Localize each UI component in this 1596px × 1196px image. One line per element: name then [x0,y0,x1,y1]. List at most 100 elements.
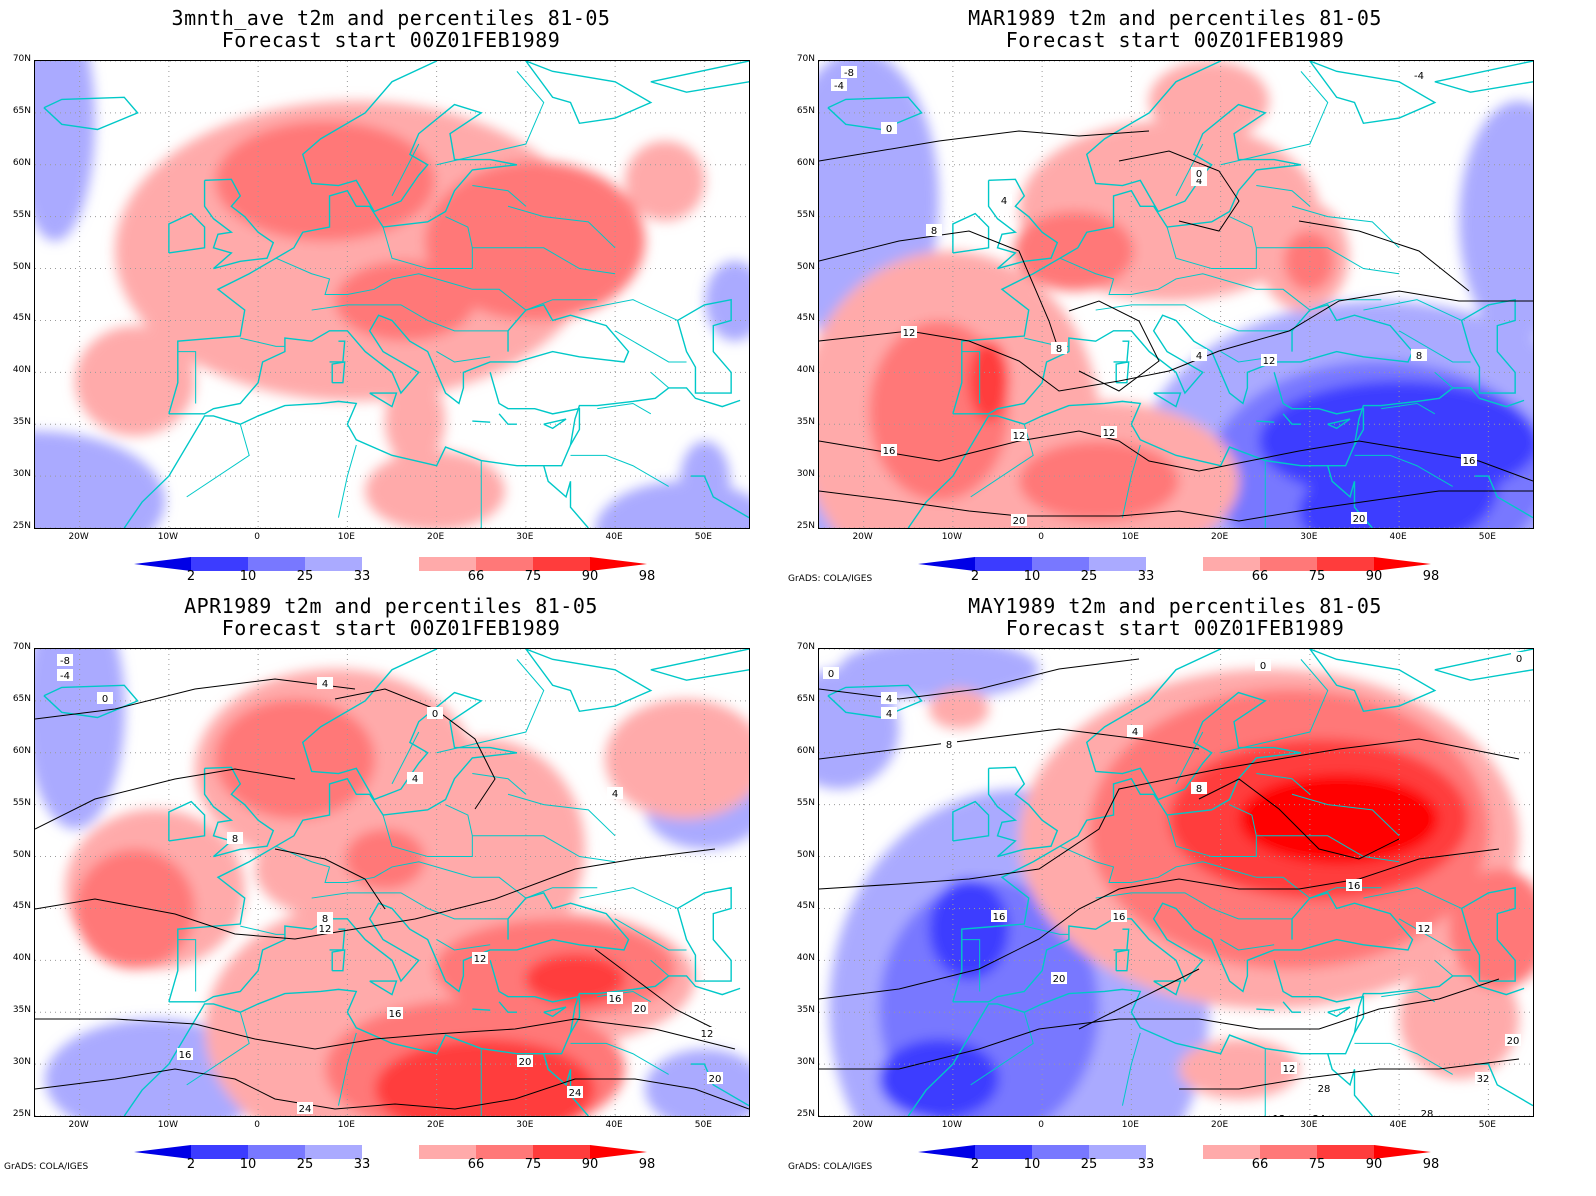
contour-label: 12 [1103,428,1116,439]
country-border [240,925,285,935]
country-border [961,351,981,404]
country-border [1175,143,1204,197]
legend-swatch [1317,1145,1374,1159]
percentile-legend [134,1145,647,1159]
legend-label: 10 [1023,569,1041,584]
percentile-area-p66_75 [385,376,445,466]
coastline [1113,340,1130,363]
country-border [1220,71,1329,166]
coastline [650,61,749,93]
legend-swatch [248,557,305,571]
legend-swatch [1203,1145,1260,1159]
contour-label: 12 [474,954,487,965]
country-border [525,299,598,311]
lat-tick-label: 45N [796,313,815,324]
contour-line [819,490,1533,522]
panel-title-line1: APR1989 t2m and percentiles 81-05 [184,594,598,618]
contour-label: -4 [834,81,844,92]
contour-label: 0 [1196,169,1202,180]
contour-label-bg [1419,1107,1435,1116]
lat-tick-label: 55N [796,209,815,220]
contour-label-bg [317,677,333,689]
contour-label: -8 [844,68,854,79]
contour-label: 0 [1260,661,1266,672]
country-border [1220,939,1275,951]
coastline [1434,649,1533,681]
lat-tick-label: 65N [12,105,31,116]
country-border [1381,990,1436,1003]
contour-label: 4 [412,774,418,785]
map-apr: -8 -4 0 4 4 0 4 8 8 12 12 16 16 20 20 24 24 20 12 16 [34,648,750,1117]
lat-tick-label: 35N [796,417,815,428]
contour-label: 8 [946,740,952,751]
country-border [1059,845,1311,899]
country-border [311,892,509,920]
coastline [1327,1053,1373,1116]
coastline [369,980,398,996]
country-border [650,959,670,977]
coastline [1353,975,1525,1034]
country-border [1121,1032,1141,1106]
contour-label-bg [1351,512,1367,524]
contour-line [819,658,1140,700]
country-border [1256,247,1400,275]
contour-label-bg [607,787,623,799]
lon-tick-label: 10E [337,1120,355,1130]
coastline [331,949,346,972]
country-border [507,205,616,249]
contour-label-bg [97,692,113,704]
legend-label: 66 [1251,569,1269,584]
coastline [1353,387,1525,446]
country-border [240,337,285,347]
coastline [369,392,398,408]
legend-swatch [1146,557,1203,571]
map-mar: -8 -4 0 4 8 12 16 20 12 12 12 8 4 0 -4 4 8 16 20 [818,60,1534,529]
lat-tick-label: 25N [12,521,31,531]
contour-label-bg [1111,910,1127,922]
coastline [1115,361,1130,384]
percentile-area-p25_33 [680,441,730,521]
legend-label: 25 [1080,1157,1098,1172]
coastline [907,960,1365,1116]
contour-label: 16 [1113,912,1126,923]
legend-label: 98 [1422,1157,1440,1172]
lon-tick-label: 20E [427,532,445,542]
contour-label: 4 [886,709,892,720]
lat-tick-label: 60N [796,745,815,756]
percentile-area-p66_75 [385,739,585,959]
country-border [391,143,420,197]
contour-label-bg [1191,167,1207,179]
contour-label-bg [177,1048,193,1060]
lon-tick-label: 20E [1211,1120,1229,1130]
contour-label: 8 [322,914,328,925]
legend-swatch [362,557,419,571]
lon-tick-label: 40E [605,1120,623,1130]
percentile-area-p25_33 [1459,101,1533,341]
coastline [1153,980,1182,996]
lon-tick-label: 20W [852,1120,873,1130]
coastline [43,684,139,719]
lat-tick-label: 40N [12,953,31,964]
contour-line [35,1018,736,1050]
lon-tick-label: 50E [694,532,712,542]
contour-label: 24 [299,1104,312,1115]
contour-label-bg [831,79,847,91]
contour-label-bg [1011,514,1027,526]
contour-label-bg [57,669,73,681]
contour-line [35,678,356,720]
percentile-area-p90_98 [375,1039,595,1116]
percentile-area-p90_98 [525,954,625,1004]
percentile-area-p75_90 [345,829,425,889]
contour-label: 4 [1001,196,1007,207]
lon-tick-label: 0 [254,1120,260,1130]
percentile-shading [35,649,749,1116]
percentile-legend [134,557,647,571]
map-ave [34,60,750,529]
coastlines [827,649,1533,1116]
contour-label-bg [1255,659,1271,671]
legend-label: 25 [1080,569,1098,584]
country-border [1381,402,1436,415]
contour-label: 12 [1273,1114,1286,1116]
coastline [987,178,1059,270]
percentile-area-p75_90 [1014,211,1134,291]
